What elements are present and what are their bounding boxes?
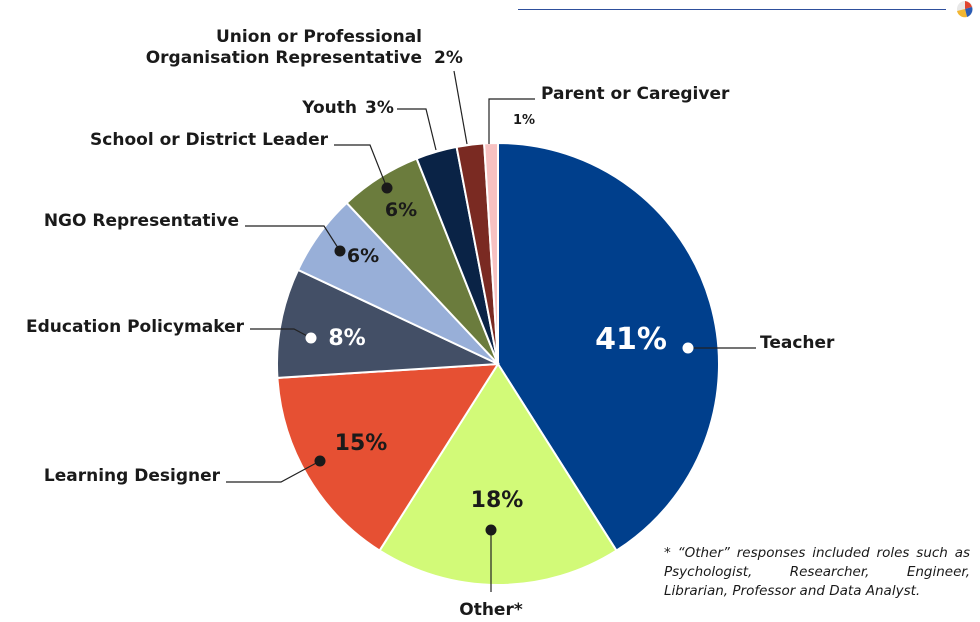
pct-learning-designer: 15% [335,431,388,456]
leader-school-district-leader-dot [381,182,393,194]
pie-slice-other [378,362,618,586]
pct-school-district-leader: 6% [385,199,417,221]
pie-slice-parent-or-caregiver [483,141,499,365]
leader-education-policymaker [250,328,312,339]
label-ngo-representative: NGO Representative [44,211,239,231]
pie-labels: Teacher Other* Learning Designer Educati… [26,27,835,620]
label-learning-designer: Learning Designer [44,466,221,486]
label-union-line2: Organisation Representative [146,48,422,68]
label-teacher: Teacher [760,333,835,353]
leader-learning-designer [226,460,321,483]
pie-slice-teacher [497,141,720,552]
label-education-policymaker: Education Policymaker [26,317,245,337]
footnote: * “Other” responses included roles such … [664,545,970,599]
pct-youth: 3% [365,98,394,118]
leader-learning-designer-dot [314,455,326,467]
pct-other: 18% [471,488,524,513]
leader-teacher-dot [682,342,694,354]
leader-parent-caregiver [488,98,535,144]
leader-other-dot [485,524,497,536]
pie-slice-learning-designer [276,362,500,552]
pie-slice-education-policymaker [276,268,499,379]
leader-education-policymaker-dot [305,332,317,344]
pct-ngo-representative: 6% [347,245,379,267]
leader-school-district-leader [334,144,388,189]
pie-slices [276,141,720,586]
leader-ngo-representative-dot [334,245,346,257]
label-other: Other* [459,600,523,620]
leader-youth [397,108,437,151]
logo-icon [957,1,973,18]
label-union-line1: Union or Professional [216,27,422,47]
pct-teacher: 41% [595,322,667,357]
leader-union [453,70,468,145]
pct-education-policymaker: 8% [328,326,365,351]
leader-ngo-representative [245,225,341,252]
label-school-district-leader: School or District Leader [90,130,329,150]
label-youth: Youth [301,98,357,118]
header-rule [518,9,946,10]
leader-lines [226,70,756,592]
pct-union: 2% [434,48,463,68]
label-parent-caregiver: Parent or Caregiver [541,84,730,104]
pct-parent-caregiver: 1% [513,113,535,128]
